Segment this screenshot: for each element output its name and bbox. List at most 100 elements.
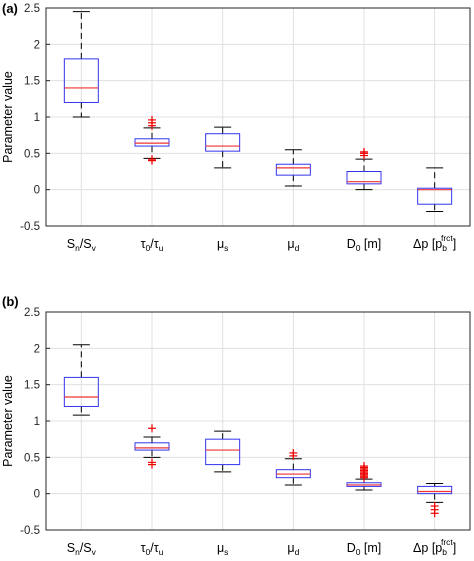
x-tick-label-main2: /τ <box>150 541 158 555</box>
x-tick-label-sub: s <box>224 547 228 557</box>
y-tick-label: 0.5 <box>24 148 40 160</box>
box-2 <box>134 424 170 469</box>
x-tick-label-main: μ <box>217 541 224 555</box>
box-iqr <box>134 442 170 451</box>
box-3 <box>205 430 241 473</box>
x-tick-label: μd <box>287 541 299 557</box>
x-tick-label: τ0/τu <box>141 237 164 253</box>
panel-label: (b) <box>2 294 19 309</box>
y-axis-label: Parameter value <box>1 375 15 467</box>
box-iqr <box>63 58 99 103</box>
box-5 <box>346 147 382 191</box>
y-tick-label: 1.5 <box>24 380 40 392</box>
x-tick-label: Sn/Sv <box>67 541 97 557</box>
x-tick-label: μs <box>217 237 228 253</box>
box-iqr <box>205 133 241 152</box>
y-tick-label: -0.5 <box>20 525 40 537</box>
box-4 <box>275 448 311 486</box>
box-6 <box>417 482 453 518</box>
box-iqr <box>134 138 170 147</box>
x-tick-label-sub2: v <box>92 547 97 557</box>
x-tick-label-main2: ] <box>453 541 456 555</box>
panel-label: (a) <box>2 1 18 16</box>
y-tick-label: 0.5 <box>24 452 40 464</box>
x-tick-label-sub2: u <box>159 547 164 557</box>
x-tick-label-sup: frct <box>441 233 453 243</box>
box-3 <box>205 126 241 169</box>
outlier-point <box>360 147 368 156</box>
x-tick-label-sub: 0 <box>146 243 151 253</box>
x-tick-label-main2: /τ <box>150 237 158 251</box>
box-iqr <box>205 438 241 466</box>
x-tick-label-main: μ <box>217 237 224 251</box>
x-tick-label-sub: b <box>442 243 447 253</box>
box-5 <box>346 462 382 491</box>
x-tick-label-main: τ <box>141 237 146 251</box>
y-tick-label: 1.5 <box>24 76 40 88</box>
x-tick-label-main: μ <box>287 237 294 251</box>
x-tick-label-sub: 0 <box>356 547 361 557</box>
x-tick-label-sup: frct <box>441 537 453 547</box>
x-tick-label-main: Δp [p <box>413 541 442 555</box>
y-axis-label: Parameter value <box>1 71 15 163</box>
outlier-point <box>360 462 368 471</box>
outlier-point <box>148 424 156 433</box>
x-tick-label-rest: [m] <box>360 237 381 251</box>
box-6 <box>417 167 453 212</box>
y-tick-label: -0.5 <box>20 221 40 233</box>
x-tick-label-sub: 0 <box>146 547 151 557</box>
axes-frame <box>45 7 471 227</box>
x-tick-label-main: D <box>347 237 356 251</box>
chart-panel-b: -0.500.511.522.5Sn/Sv τ0/τu μs μd D0 [m] Δp [… <box>1 294 471 557</box>
x-tick-label-sub: d <box>295 547 300 557</box>
y-tick-label: 2.5 <box>24 307 40 319</box>
y-tick-label: 2 <box>34 343 40 355</box>
outlier-point <box>289 448 298 457</box>
y-tick-label: 2.5 <box>24 3 40 15</box>
x-tick-label-main: S <box>67 237 75 251</box>
y-tick-label: 1 <box>34 416 40 428</box>
x-tick-label-main2: /S <box>80 541 92 555</box>
x-tick-label-main: Δp [p <box>413 237 442 251</box>
y-tick-label: 0 <box>34 489 40 501</box>
box-iqr <box>417 187 453 205</box>
box-iqr <box>63 376 99 407</box>
x-tick-label: μs <box>217 541 228 557</box>
x-tick-label: D0 [m] <box>347 237 382 253</box>
outlier-point <box>148 155 156 164</box>
x-tick-label: Δp [pbfrct] <box>413 233 456 253</box>
x-tick-label-main2: /S <box>80 237 92 251</box>
box-1 <box>63 11 99 118</box>
box-iqr <box>417 485 453 495</box>
y-tick-label: 2 <box>34 39 40 51</box>
box-1 <box>63 344 99 416</box>
x-tick-label-sub: n <box>75 547 80 557</box>
box-iqr <box>346 171 382 185</box>
x-tick-label-sub: d <box>295 243 300 253</box>
x-tick-label-sub: s <box>224 243 228 253</box>
x-tick-label-main: D <box>347 541 356 555</box>
x-tick-label-sub: n <box>75 243 80 253</box>
y-tick-label: 1 <box>34 112 40 124</box>
x-tick-label-main: τ <box>141 541 146 555</box>
x-tick-label-sub: 0 <box>356 243 361 253</box>
x-tick-label-main: μ <box>287 541 294 555</box>
x-tick-label-main: S <box>67 541 75 555</box>
axes-frame <box>45 311 471 531</box>
x-tick-label-rest: [m] <box>360 541 381 555</box>
chart-panel-a: -0.500.511.522.5Sn/Sv τ0/τu μs μd D0 [m] Δp [… <box>1 1 471 253</box>
x-tick-label: D0 [m] <box>347 541 382 557</box>
x-tick-label-sub: b <box>442 547 447 557</box>
x-tick-label: Sn/Sv <box>67 237 97 253</box>
x-tick-label: μd <box>287 237 299 253</box>
box-4 <box>275 149 311 187</box>
outlier-point <box>148 115 156 124</box>
x-tick-label-sub2: u <box>159 243 164 253</box>
y-tick-label: 0 <box>34 185 40 197</box>
outlier-point <box>148 458 156 467</box>
box-iqr <box>275 163 311 176</box>
box-2 <box>134 115 170 165</box>
x-tick-label-sub2: v <box>92 243 97 253</box>
x-tick-label: Δp [pbfrct] <box>413 537 456 557</box>
